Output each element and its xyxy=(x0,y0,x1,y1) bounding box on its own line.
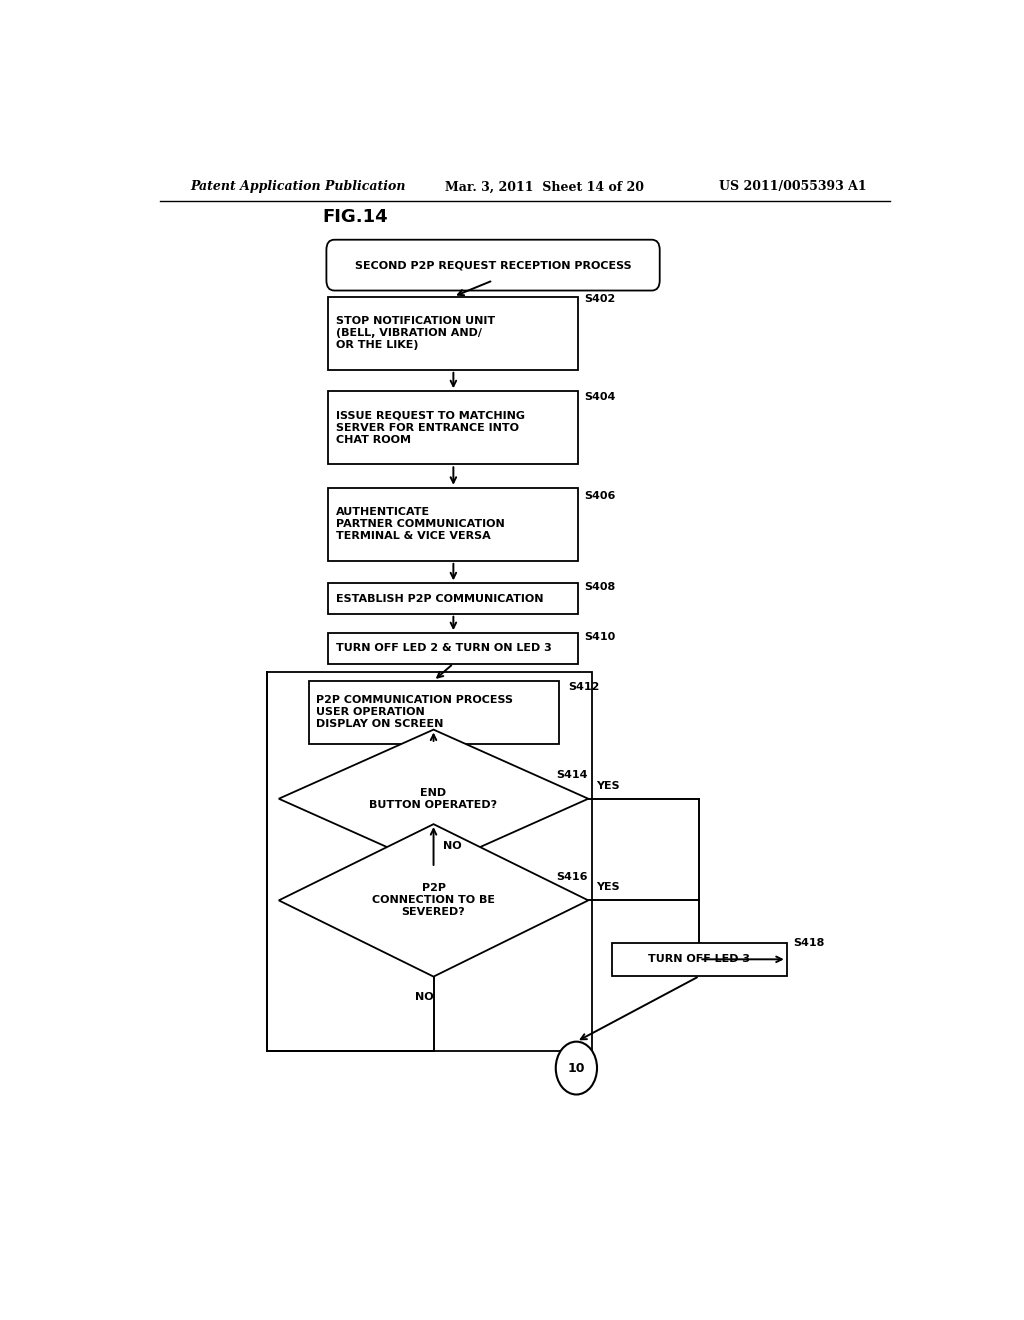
Text: S416: S416 xyxy=(557,873,588,882)
Bar xyxy=(329,634,579,664)
Text: TURN OFF LED 2 & TURN ON LED 3: TURN OFF LED 2 & TURN ON LED 3 xyxy=(336,643,552,653)
Text: S408: S408 xyxy=(585,582,615,593)
Circle shape xyxy=(556,1041,597,1094)
Bar xyxy=(329,583,579,614)
Text: SECOND P2P REQUEST RECEPTION PROCESS: SECOND P2P REQUEST RECEPTION PROCESS xyxy=(354,260,632,271)
Text: TURN OFF LED 3: TURN OFF LED 3 xyxy=(648,954,751,965)
Text: S402: S402 xyxy=(585,293,615,304)
Text: AUTHENTICATE
PARTNER COMMUNICATION
TERMINAL & VICE VERSA: AUTHENTICATE PARTNER COMMUNICATION TERMI… xyxy=(336,507,505,541)
Bar xyxy=(329,297,579,370)
Bar xyxy=(308,681,558,744)
Text: YES: YES xyxy=(596,882,620,892)
Text: ESTABLISH P2P COMMUNICATION: ESTABLISH P2P COMMUNICATION xyxy=(336,594,544,603)
Text: END
BUTTON OPERATED?: END BUTTON OPERATED? xyxy=(370,788,498,809)
Text: S410: S410 xyxy=(585,632,615,642)
Text: Patent Application Publication: Patent Application Publication xyxy=(189,181,406,193)
Bar xyxy=(329,487,579,561)
Text: STOP NOTIFICATION UNIT
(BELL, VIBRATION AND/
OR THE LIKE): STOP NOTIFICATION UNIT (BELL, VIBRATION … xyxy=(336,317,496,350)
Text: S412: S412 xyxy=(568,682,600,692)
Text: YES: YES xyxy=(596,780,620,791)
Text: NO: NO xyxy=(443,841,462,851)
Text: P2P COMMUNICATION PROCESS
USER OPERATION
DISPLAY ON SCREEN: P2P COMMUNICATION PROCESS USER OPERATION… xyxy=(316,696,513,730)
Polygon shape xyxy=(279,730,588,867)
Text: FIG.14: FIG.14 xyxy=(323,209,388,226)
Text: Mar. 3, 2011  Sheet 14 of 20: Mar. 3, 2011 Sheet 14 of 20 xyxy=(445,181,644,193)
Text: S404: S404 xyxy=(585,392,615,403)
FancyBboxPatch shape xyxy=(327,240,659,290)
Text: P2P
CONNECTION TO BE
SEVERED?: P2P CONNECTION TO BE SEVERED? xyxy=(372,883,495,917)
Bar xyxy=(329,391,579,465)
Text: S406: S406 xyxy=(585,491,615,500)
Text: US 2011/0055393 A1: US 2011/0055393 A1 xyxy=(719,181,867,193)
Polygon shape xyxy=(279,824,588,977)
Bar xyxy=(267,672,592,1051)
Bar xyxy=(612,942,786,975)
Text: NO: NO xyxy=(415,991,433,1002)
Text: S418: S418 xyxy=(793,939,824,948)
Text: 10: 10 xyxy=(567,1061,585,1074)
Text: S414: S414 xyxy=(557,771,588,780)
Text: ISSUE REQUEST TO MATCHING
SERVER FOR ENTRANCE INTO
CHAT ROOM: ISSUE REQUEST TO MATCHING SERVER FOR ENT… xyxy=(336,411,525,445)
